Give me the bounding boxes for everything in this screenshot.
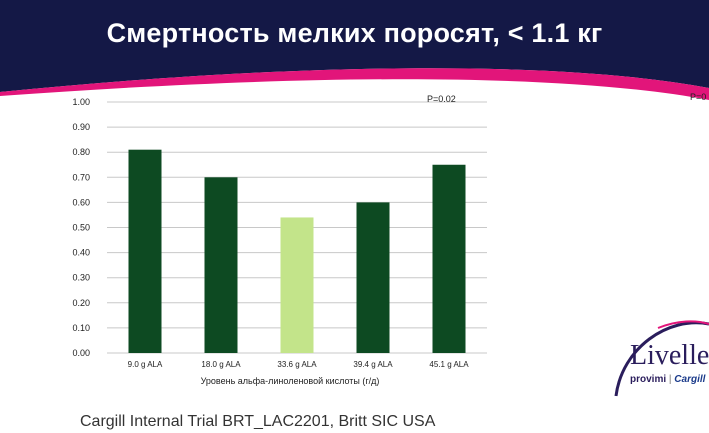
y-tick-label: 0.20 [72, 298, 90, 308]
logo-arc [614, 320, 709, 397]
header-pink-swoosh [0, 68, 709, 100]
x-tick-label: 18.0 g ALA [201, 360, 241, 369]
bar [432, 164, 466, 353]
y-tick-label: 0.10 [72, 323, 90, 333]
source-footnote: Cargill Internal Trial BRT_LAC2201, Brit… [80, 413, 436, 430]
x-tick-label: 33.6 g ALA [277, 360, 317, 369]
bar-chart: 0.00 0.10 0.20 0.30 0.40 0.50 0.60 0.70 0.80 0.90… [72, 94, 487, 386]
y-tick-label: 1.00 [72, 97, 90, 107]
livelle-logo: Livelle provimi | Cargill [598, 318, 709, 398]
logo-brand: Livelle [630, 340, 709, 371]
logo-separator: | [668, 374, 672, 385]
y-tick-label: 0.70 [72, 172, 90, 182]
y-tick-label: 0.60 [72, 197, 90, 207]
slide-header [0, 0, 709, 100]
x-axis-tick-labels: 9.0 g ALA 18.0 g ALA 33.6 g ALA 39.4 g ALA 4… [128, 360, 470, 369]
x-axis-label: Уровень альфа-линоленовой кислоты (г/д) [201, 376, 380, 386]
bar [204, 177, 238, 353]
x-tick-label: 45.1 g ALA [429, 360, 469, 369]
y-tick-label: 0.80 [72, 147, 90, 157]
header-band [0, 0, 709, 100]
truncated-p-value: P=0 [690, 92, 707, 102]
p-value-annotation: P=0.02 [427, 94, 456, 104]
bars [128, 149, 466, 353]
y-tick-label: 0.30 [72, 273, 90, 283]
bar [128, 149, 162, 353]
bar [356, 202, 390, 353]
y-tick-label: 0.90 [72, 122, 90, 132]
bar [280, 217, 314, 353]
slide-title: Смертность мелких поросят, < 1.1 кг [106, 18, 603, 48]
x-tick-label: 9.0 g ALA [128, 360, 163, 369]
y-tick-label: 0.40 [72, 248, 90, 258]
header-navy-shape [0, 0, 709, 92]
y-tick-label: 0.50 [72, 223, 90, 233]
logo-partners: provimi | Cargill [630, 374, 705, 385]
x-tick-label: 39.4 g ALA [353, 360, 393, 369]
provimi-logo-text: provimi [630, 374, 667, 385]
y-tick-label: 0.00 [72, 348, 90, 358]
y-axis-tick-labels: 0.00 0.10 0.20 0.30 0.40 0.50 0.60 0.70 0.80 0.90… [72, 97, 90, 358]
cargill-logo-text: Cargill [674, 374, 706, 385]
